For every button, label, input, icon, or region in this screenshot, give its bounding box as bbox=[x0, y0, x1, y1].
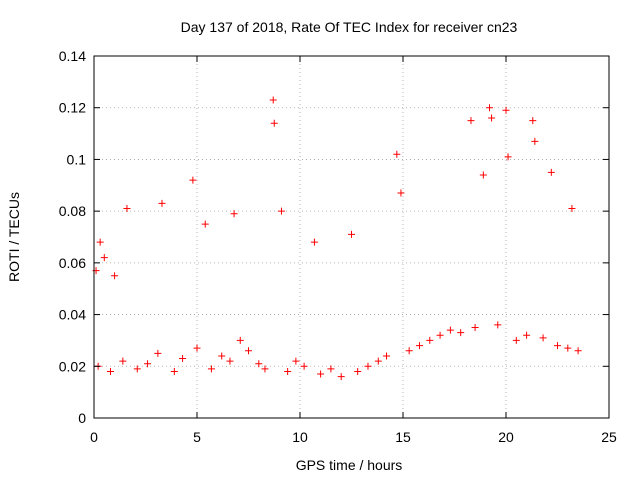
data-point bbox=[523, 331, 531, 339]
data-point bbox=[245, 347, 252, 355]
data-point bbox=[255, 360, 263, 368]
data-point bbox=[529, 117, 537, 125]
y-tick-label: 0.1 bbox=[67, 151, 87, 167]
data-point bbox=[179, 355, 187, 363]
data-point bbox=[226, 357, 234, 365]
data-point bbox=[479, 171, 487, 179]
data-point bbox=[189, 176, 197, 184]
y-tick-label: 0.04 bbox=[59, 307, 86, 323]
x-tick-label: 10 bbox=[292, 429, 308, 445]
y-tick-label: 0.12 bbox=[59, 100, 86, 116]
data-point bbox=[327, 365, 335, 373]
data-point bbox=[158, 199, 166, 207]
data-point bbox=[426, 336, 434, 344]
data-point bbox=[100, 254, 108, 262]
data-point bbox=[106, 367, 114, 375]
data-point bbox=[218, 352, 226, 360]
y-tick-label: 0.08 bbox=[59, 203, 86, 219]
axis-ticks: 0 5 10 15 20 25 0 0.02 0.04 0.06 0.08 0.1 0.12 0.14 bbox=[59, 48, 617, 445]
data-point bbox=[383, 352, 391, 360]
x-tick-label: 5 bbox=[193, 429, 201, 445]
data-point bbox=[393, 150, 401, 158]
data-point bbox=[494, 321, 502, 329]
data-point bbox=[348, 230, 355, 238]
y-tick-label: 0 bbox=[78, 410, 86, 426]
data-point bbox=[374, 357, 382, 365]
data-point bbox=[467, 117, 475, 125]
data-point bbox=[300, 362, 308, 370]
data-point bbox=[284, 367, 292, 375]
data-point bbox=[512, 336, 520, 344]
data-point bbox=[531, 137, 539, 145]
x-tick-label: 0 bbox=[90, 429, 98, 445]
data-point bbox=[144, 360, 152, 368]
data-point bbox=[415, 342, 423, 350]
data-point bbox=[539, 334, 547, 342]
data-point bbox=[471, 324, 479, 331]
data-point bbox=[488, 114, 496, 122]
data-point bbox=[193, 344, 201, 352]
data-point bbox=[554, 342, 561, 350]
x-tick-label: 25 bbox=[601, 429, 617, 445]
y-tick-label: 0.14 bbox=[59, 48, 86, 64]
data-point bbox=[317, 370, 325, 378]
data-point bbox=[397, 189, 405, 197]
y-tick-label: 0.06 bbox=[59, 255, 86, 271]
data-point bbox=[170, 367, 178, 375]
data-point bbox=[354, 367, 362, 375]
x-tick-label: 20 bbox=[498, 429, 514, 445]
y-axis-label: ROTI / TECUs bbox=[6, 192, 22, 282]
data-point bbox=[111, 272, 119, 280]
data-point bbox=[277, 207, 285, 215]
data-point bbox=[502, 106, 510, 114]
data-point bbox=[96, 238, 104, 246]
data-point bbox=[270, 119, 278, 127]
x-axis-label: GPS time / hours bbox=[296, 457, 403, 473]
data-point bbox=[337, 373, 345, 381]
data-point bbox=[201, 220, 209, 228]
data-point bbox=[457, 329, 465, 337]
data-point bbox=[269, 96, 277, 104]
data-point bbox=[446, 326, 454, 334]
data-point bbox=[292, 357, 300, 365]
data-point bbox=[154, 349, 162, 357]
data-point bbox=[547, 168, 555, 176]
data-point bbox=[504, 153, 512, 161]
data-points bbox=[92, 96, 582, 381]
grid-lines bbox=[94, 56, 609, 418]
data-point bbox=[568, 205, 576, 213]
data-point bbox=[436, 331, 444, 339]
data-point bbox=[230, 210, 238, 218]
data-point bbox=[207, 365, 215, 373]
data-point bbox=[564, 344, 572, 352]
data-point bbox=[119, 357, 127, 365]
x-tick-label: 15 bbox=[395, 429, 411, 445]
chart-title: Day 137 of 2018, Rate Of TEC Index for r… bbox=[181, 19, 518, 35]
data-point bbox=[133, 365, 141, 373]
data-point bbox=[310, 238, 318, 246]
data-point bbox=[405, 347, 413, 355]
data-point bbox=[261, 365, 269, 373]
y-tick-label: 0.02 bbox=[59, 358, 86, 374]
data-point bbox=[486, 104, 494, 112]
data-point bbox=[236, 336, 244, 344]
plot-frame bbox=[93, 55, 610, 419]
data-point bbox=[364, 362, 372, 370]
data-point bbox=[123, 205, 131, 213]
data-point bbox=[574, 347, 582, 355]
